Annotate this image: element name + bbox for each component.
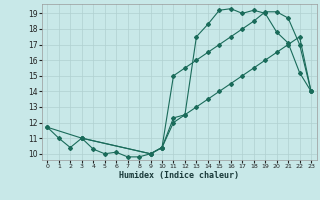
X-axis label: Humidex (Indice chaleur): Humidex (Indice chaleur) [119,171,239,180]
